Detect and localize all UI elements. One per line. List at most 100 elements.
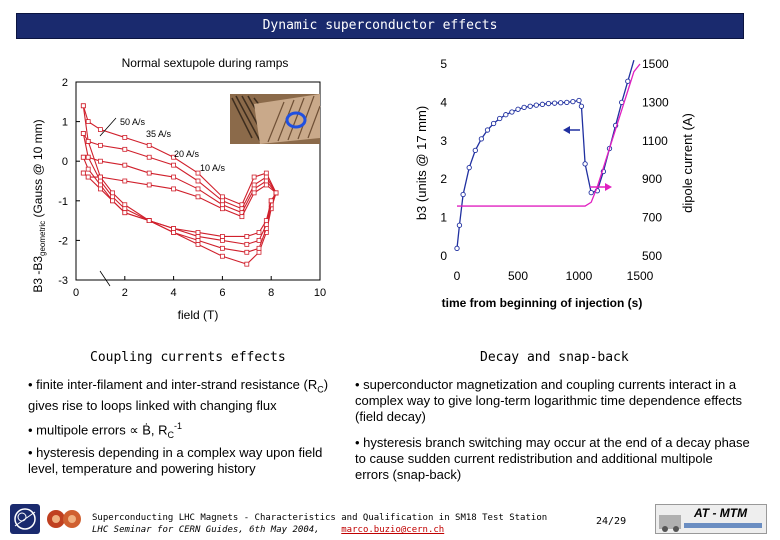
data-point	[219, 245, 225, 251]
y-axis-label: B3 -B3geometric (Gauss @ 10 mm)	[31, 119, 47, 292]
b3-point	[478, 136, 485, 142]
y-tick-label: 3	[440, 134, 447, 148]
b3-point	[539, 101, 546, 107]
x-tick-label: 0	[454, 269, 461, 283]
data-point	[195, 237, 201, 243]
slide-title: Dynamic superconductor effects	[262, 18, 498, 33]
b3-point	[503, 112, 509, 118]
data-point	[146, 170, 152, 176]
b3-point	[454, 245, 460, 251]
data-point	[171, 174, 177, 180]
x-tick-label: 500	[508, 269, 528, 283]
data-point	[122, 202, 128, 208]
y-tick-label: 5	[440, 57, 447, 71]
y2-tick-label: 1300	[642, 95, 669, 109]
data-point	[219, 194, 225, 200]
data-point	[98, 142, 103, 148]
annotation-35: 35 A/s	[146, 129, 172, 139]
b3-point	[551, 100, 558, 106]
b3-point	[509, 109, 515, 115]
data-point	[122, 206, 128, 212]
data-point	[256, 249, 262, 255]
cern-logo	[10, 504, 40, 534]
y2-tick-label: 1500	[642, 57, 669, 71]
data-point	[263, 170, 269, 176]
snapback-chart: b3 (units @ 17 mm) dipole current (A) 0 5…	[414, 57, 695, 310]
b3-point	[578, 103, 585, 109]
b3-point	[545, 100, 552, 107]
cable-photo	[230, 94, 321, 144]
y-tick-label: 0	[62, 156, 68, 168]
y-tick-label: -2	[58, 235, 68, 247]
b3-point	[564, 99, 570, 106]
data-point	[171, 230, 177, 235]
lhc-logo	[46, 504, 82, 534]
data-point	[251, 190, 257, 196]
data-point	[146, 218, 152, 224]
annotation-10: 10 A/s	[200, 163, 226, 173]
data-point	[146, 182, 152, 188]
y-tick-label: 2	[440, 172, 447, 186]
data-point	[251, 174, 257, 180]
data-point	[171, 226, 177, 231]
page-number: 24/29	[596, 516, 627, 527]
y-axis-label-right: dipole current (A)	[680, 113, 695, 213]
data-point	[239, 214, 245, 220]
y-tick-label: 4	[440, 95, 447, 109]
series-line-6	[82, 172, 277, 237]
x-tick-label: 1500	[627, 269, 654, 283]
data-point	[244, 249, 250, 255]
data-point	[146, 154, 152, 160]
right-bullet-2: • hysteresis branch switching may occur …	[355, 435, 750, 482]
flux-loop-icon	[285, 111, 307, 129]
b3-point	[558, 100, 564, 106]
y2-tick-label: 900	[642, 172, 662, 186]
footer-line-1: Superconducting LHC Magnets - Characteri…	[92, 513, 548, 523]
y-tick-label: -3	[58, 275, 68, 287]
data-point	[98, 186, 103, 192]
data-point	[195, 230, 201, 235]
data-point	[263, 174, 269, 180]
current-series-line	[457, 63, 641, 207]
sextupole-chart: Normal sextupole during ramps B3 -B3geom…	[31, 56, 326, 322]
data-point	[122, 146, 128, 152]
slide-title-bar: Dynamic superconductor effects	[16, 13, 744, 39]
svg-text:B3 -B3geometric (Gauss @ 10 mm: B3 -B3geometric (Gauss @ 10 mm)	[31, 119, 47, 292]
contact-email-link[interactable]: marco.buzio@cern.ch	[341, 525, 445, 535]
b3-point	[497, 115, 503, 122]
footer-line-2: LHC Seminar for CERN Guides, 6th May 200…	[92, 525, 445, 535]
data-point	[85, 154, 91, 160]
y-tick-label: -1	[58, 196, 68, 208]
data-point	[244, 261, 250, 267]
b3-point	[484, 127, 491, 133]
data-point	[251, 186, 257, 192]
y-tick-label: 1	[440, 211, 447, 225]
footer-bar: Superconducting LHC Magnets - Characteri…	[0, 496, 780, 540]
left-bullet-1: • finite inter-filament and inter-strand…	[28, 377, 329, 413]
data-point	[171, 162, 177, 168]
b3-point	[472, 147, 478, 154]
data-point	[80, 103, 86, 109]
b3-point	[570, 98, 576, 105]
x-axis-label: field (T)	[178, 308, 219, 322]
x-tick-label: 2	[122, 287, 128, 299]
data-point	[98, 182, 103, 188]
right-caption: Decay and snap-back	[480, 350, 629, 365]
b3-point	[625, 78, 631, 84]
data-point	[219, 206, 225, 212]
data-point	[98, 158, 103, 164]
data-point	[98, 127, 103, 132]
data-point	[219, 234, 225, 239]
series-line-5	[83, 156, 277, 214]
data-point	[85, 119, 91, 124]
data-point	[85, 174, 91, 180]
b3-point	[490, 120, 497, 127]
axis-arrows	[563, 126, 612, 191]
data-point	[171, 154, 177, 160]
data-point	[98, 174, 103, 180]
b3-point	[576, 97, 582, 104]
x-tick-label: 1000	[566, 269, 593, 283]
data-point	[219, 253, 225, 259]
y-axis-label-left: b3 (units @ 17 mm)	[414, 106, 429, 220]
data-point	[146, 142, 152, 148]
